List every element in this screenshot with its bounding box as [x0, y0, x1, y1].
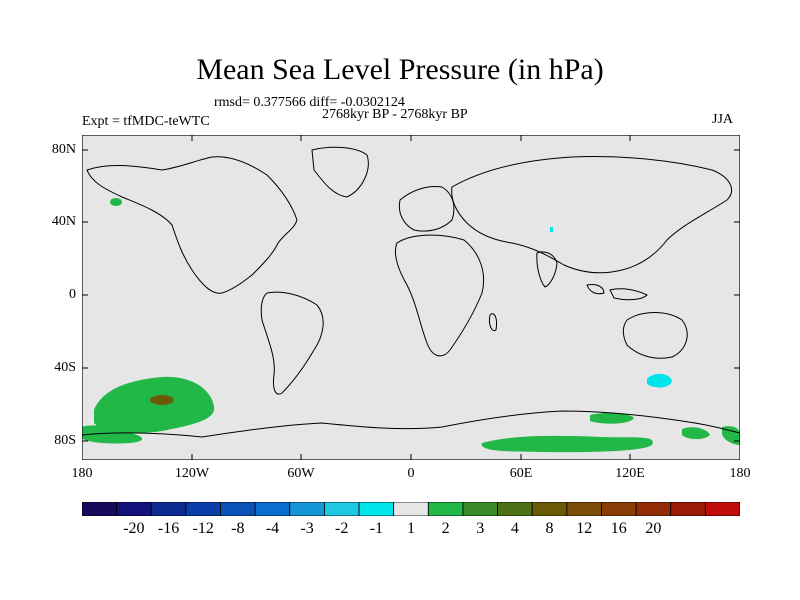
stats-line: rmsd= 0.377566 diff= -0.0302124	[214, 95, 405, 110]
lat-label-40s: 40S	[54, 360, 76, 375]
lat-label-80s: 80S	[54, 433, 76, 448]
colorbar-label: -3	[300, 520, 314, 537]
colorbar-label: -12	[192, 520, 214, 537]
experiment-label: Expt = tfMDC-teWTC	[82, 114, 210, 129]
colorbar-box	[427, 502, 464, 516]
south-pacific-positive-anomaly	[94, 376, 215, 433]
colorbar-box	[462, 502, 498, 516]
lon-label-0: 0	[407, 466, 415, 481]
colorbar-label: 8	[545, 520, 554, 537]
ross-sea-anomaly	[682, 427, 710, 440]
lon-label-120w: 120W	[174, 466, 210, 481]
map-title: Mean Sea Level Pressure (in hPa)	[196, 53, 604, 86]
south-pacific-core-anomaly	[150, 395, 174, 405]
colorbar-box	[635, 502, 672, 516]
colorbar-box	[324, 502, 360, 516]
colorbar-box	[254, 502, 291, 516]
lon-label-60e: 60E	[509, 466, 533, 481]
colorbar-box	[220, 502, 256, 516]
lat-label-80n: 80N	[51, 142, 76, 157]
lon-label-180w: 180	[71, 466, 93, 481]
colorbar-label: -16	[157, 520, 180, 537]
anomaly-shading	[82, 198, 740, 453]
colorbar-label: -4	[265, 520, 280, 537]
colorbar-label: 1	[407, 520, 415, 537]
colorbar-box	[116, 502, 152, 516]
colorbar-box	[531, 502, 568, 516]
lon-label-120e: 120E	[615, 466, 645, 481]
pressure-map	[82, 135, 740, 460]
axis-ticks	[82, 135, 740, 460]
colorbar-box	[150, 502, 187, 516]
colorbar-box	[358, 502, 395, 516]
colorbar-boxes	[82, 502, 740, 516]
north-pacific-anomaly	[110, 198, 122, 206]
asia-negative-anomaly	[550, 227, 553, 232]
colorbar-box	[601, 502, 637, 516]
antarctic-anomaly-small	[590, 412, 634, 424]
season-label: JJA	[712, 112, 734, 127]
colorbar-box	[82, 502, 118, 516]
colorbar-box	[497, 502, 533, 516]
colorbar-label: 4	[510, 520, 519, 537]
colorbar-label: -1	[369, 520, 384, 537]
antarctic-coast-anomaly-west	[82, 425, 143, 444]
colorbar-label: 2	[441, 520, 450, 537]
colorbar-label: -8	[231, 520, 245, 537]
coastlines	[82, 146, 740, 438]
colorbar-box	[704, 502, 740, 516]
colorbar-label: 3	[476, 520, 485, 537]
colorbar-box	[670, 502, 706, 516]
antarctic-anomaly-east	[481, 435, 653, 453]
lon-label-180e: 180	[729, 466, 751, 481]
colorbar-box	[393, 502, 429, 516]
colorbar	[82, 502, 740, 516]
tasman-negative-anomaly	[647, 373, 672, 388]
colorbar-box	[566, 502, 602, 516]
lat-label-40n: 40N	[51, 214, 76, 229]
lon-label-60w: 60W	[287, 466, 315, 481]
period-line: 2768kyr BP - 2768kyr BP	[322, 107, 468, 122]
colorbar-label: 20	[645, 520, 662, 537]
colorbar-label: -20	[123, 520, 145, 537]
colorbar-box	[185, 502, 221, 516]
colorbar-label: -2	[335, 520, 349, 537]
date-line-anomaly	[722, 426, 740, 445]
colorbar-box	[289, 502, 325, 516]
colorbar-label: 16	[610, 520, 627, 537]
lat-label-0: 0	[69, 287, 76, 302]
colorbar-label: 12	[576, 520, 593, 537]
